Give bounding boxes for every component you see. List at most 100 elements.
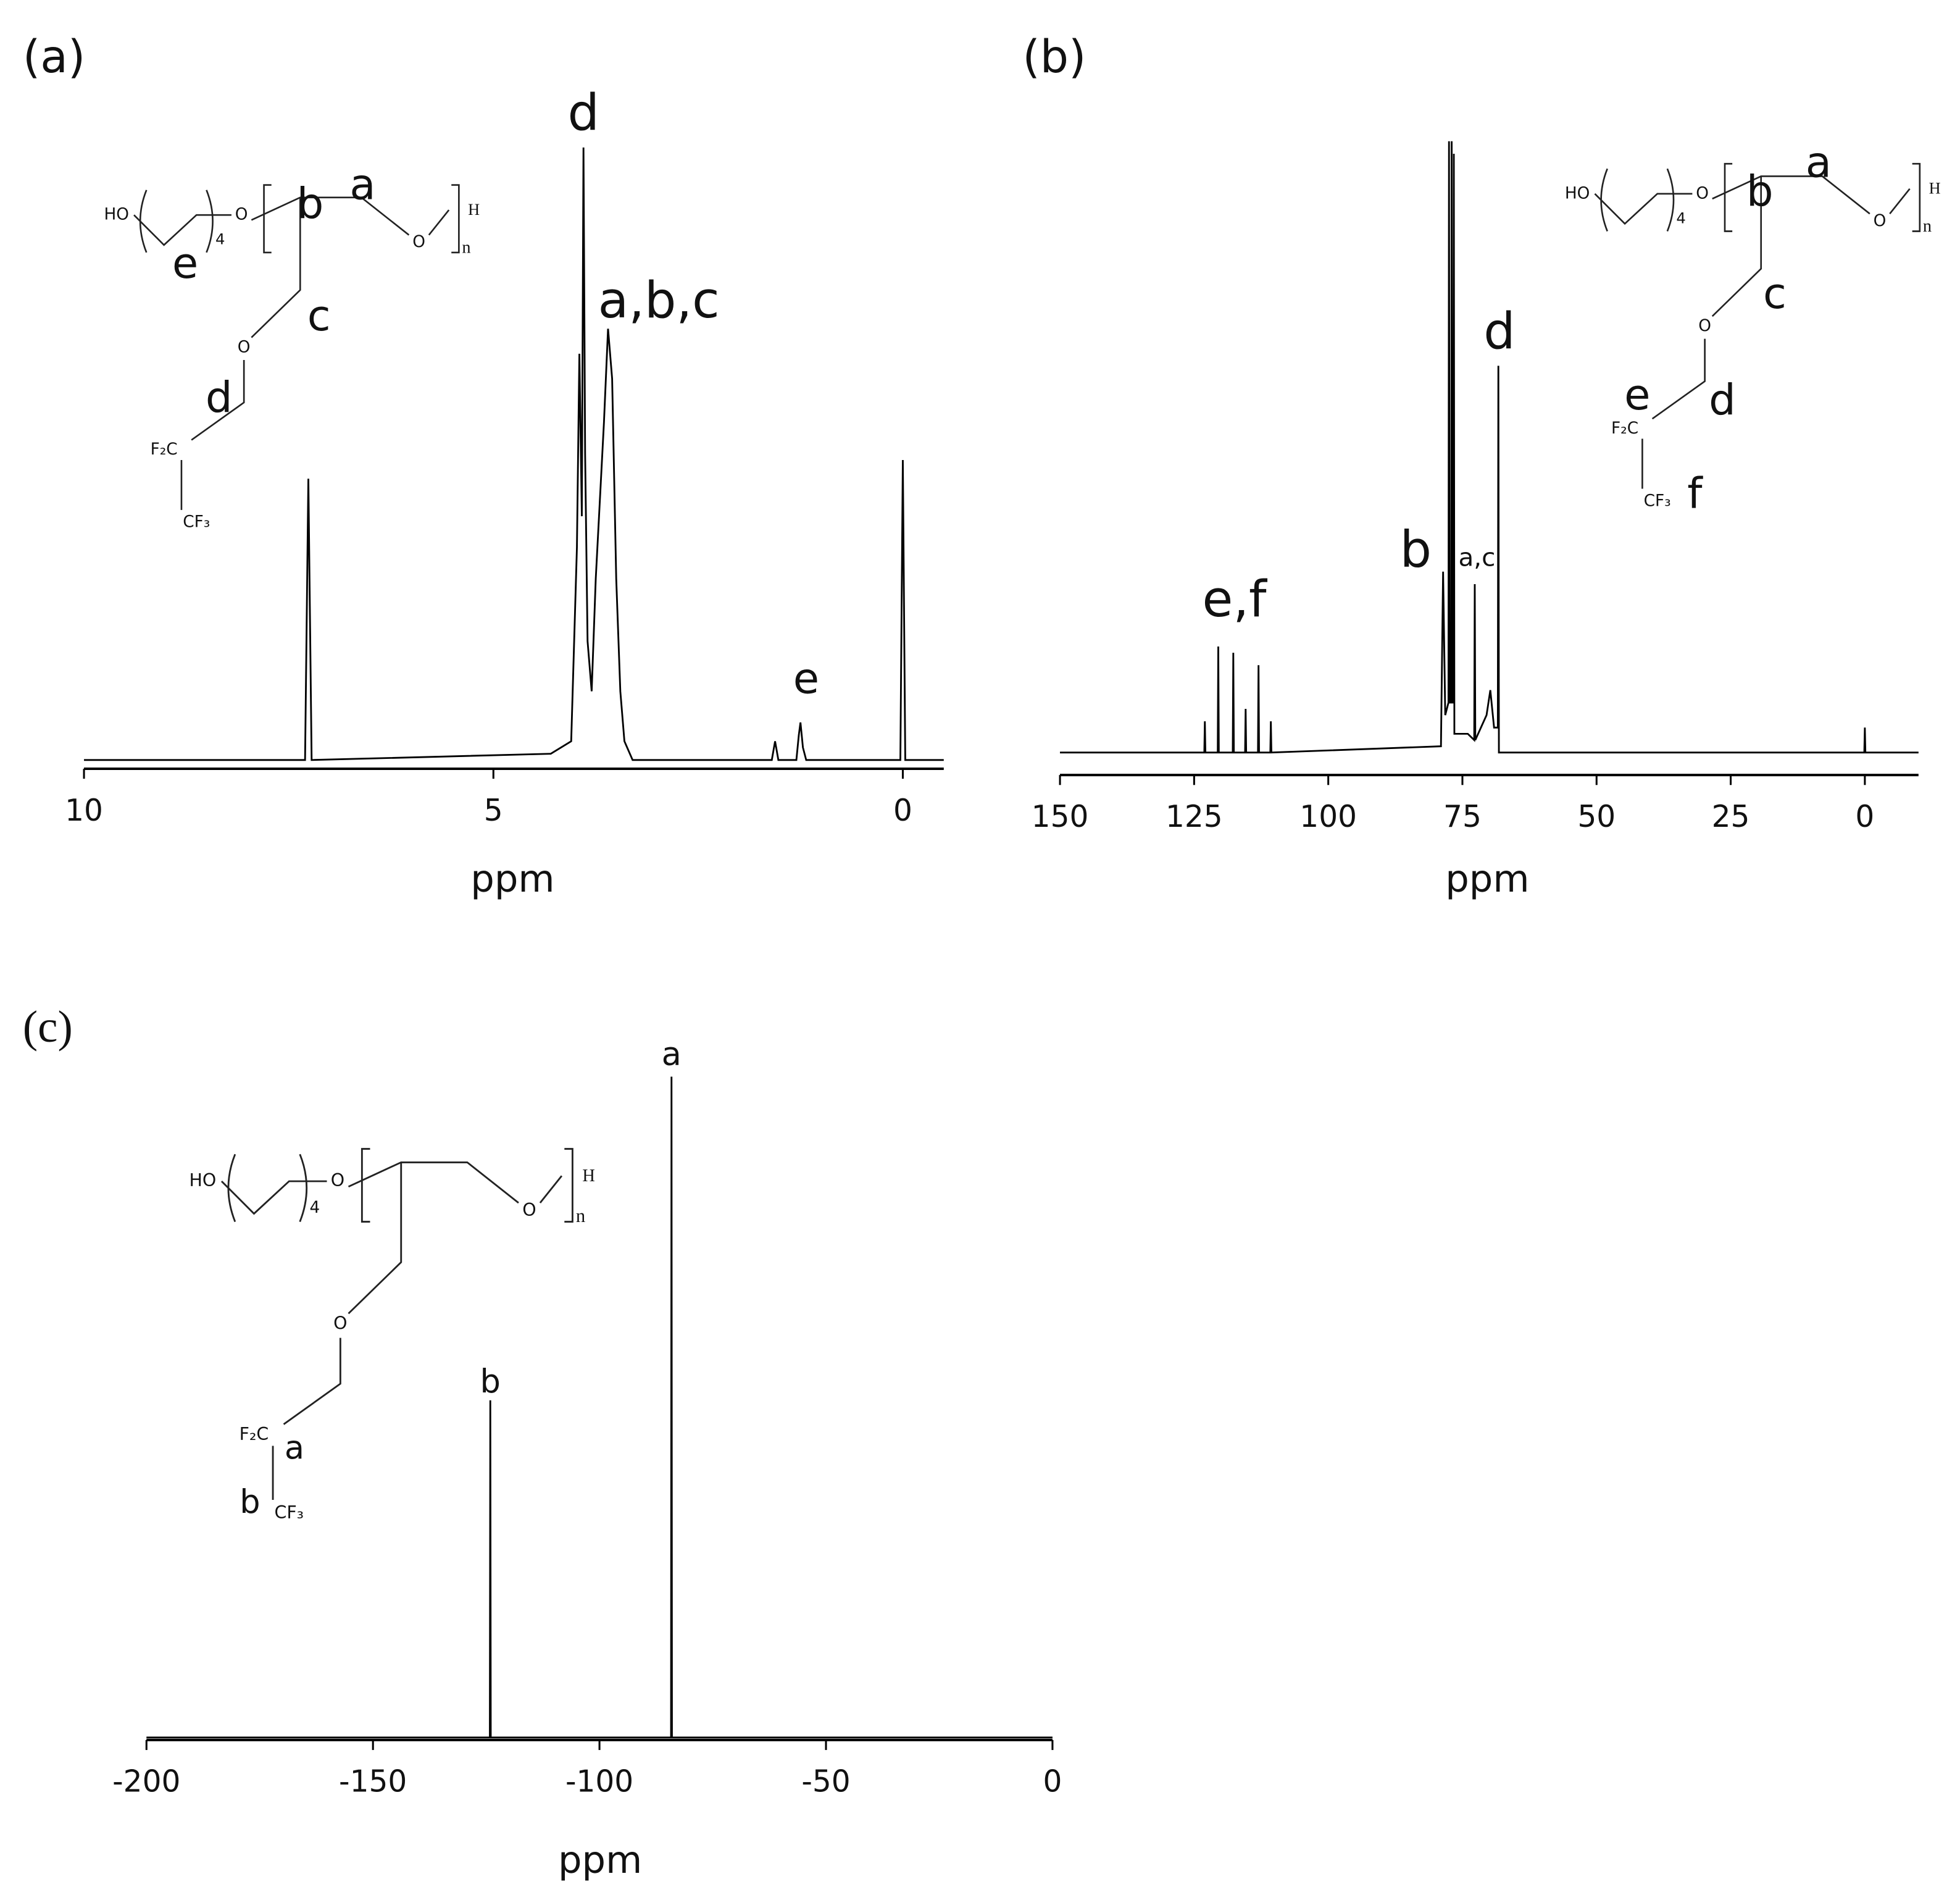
structure-letter: b <box>240 1483 260 1521</box>
atom-label: O <box>412 233 425 251</box>
atom-label: O <box>1698 317 1711 335</box>
bond <box>1600 168 1608 232</box>
peak-label: a,c <box>1458 543 1495 572</box>
bond <box>539 1175 563 1203</box>
bond <box>361 1148 370 1223</box>
bond <box>1711 176 1762 317</box>
bond <box>1889 188 1911 214</box>
atom-label: 4 <box>309 1199 320 1217</box>
bond <box>283 1337 341 1425</box>
x-tick-label: 10 <box>65 793 103 828</box>
structure-letter: c <box>307 291 331 341</box>
structure-letter: a <box>285 1429 304 1467</box>
bond <box>133 214 231 246</box>
atom-label: F₂C <box>1611 419 1638 438</box>
atom-label: O <box>238 338 251 356</box>
bond <box>564 1148 573 1223</box>
bond <box>251 197 301 338</box>
bond <box>1594 193 1693 225</box>
atom-label: H <box>582 1166 595 1186</box>
bond <box>348 1161 519 1204</box>
x-axis-label: ppm <box>558 1839 642 1882</box>
peak-label: e <box>793 654 819 703</box>
bond <box>139 190 148 253</box>
bond <box>299 1153 308 1223</box>
bond <box>428 209 450 236</box>
x-tick-label: 125 <box>1166 800 1223 834</box>
bond <box>263 184 272 254</box>
atom-label: H <box>468 201 480 219</box>
bond <box>1912 162 1921 232</box>
x-tick-label: -50 <box>801 1765 850 1799</box>
panel-label: (c) <box>23 1002 73 1052</box>
atom-label: HO <box>104 206 128 224</box>
panel-label: (a) <box>23 31 86 83</box>
atom-label: 4 <box>215 230 225 248</box>
atom-label: n <box>1923 217 1932 236</box>
atom-label: n <box>576 1205 585 1226</box>
atom-label: O <box>333 1313 347 1334</box>
atom-label: H <box>1929 180 1941 198</box>
x-tick-label: -150 <box>339 1765 407 1799</box>
atom-label: CF₃ <box>183 513 210 532</box>
peak-label: d <box>1483 303 1515 361</box>
atom-label: F₂C <box>151 440 178 459</box>
bond <box>348 1162 402 1315</box>
peak-label: a,b,c <box>598 272 720 330</box>
spectrum-line <box>146 1076 1053 1739</box>
atom-label: O <box>522 1200 536 1220</box>
x-tick-label: 0 <box>1855 800 1874 834</box>
panel-label: (b) <box>1022 31 1086 83</box>
atom-label: O <box>1696 184 1709 203</box>
peak-label: d <box>567 84 599 142</box>
spectrum-line <box>84 147 944 761</box>
atom-label: O <box>1874 212 1887 230</box>
peak-label: a <box>662 1036 682 1073</box>
atom-label: CF₃ <box>275 1502 304 1523</box>
bond <box>220 1180 327 1215</box>
atom-label: O <box>331 1170 344 1191</box>
atom-label: 4 <box>1676 209 1685 227</box>
structure-letter: d <box>1709 375 1736 425</box>
bond <box>451 184 460 254</box>
structure-letter: d <box>206 373 233 422</box>
bond <box>1724 162 1733 232</box>
x-axis-label: ppm <box>470 858 554 901</box>
x-tick-label: -100 <box>565 1765 633 1799</box>
structure-letter: e <box>172 239 198 288</box>
bond <box>1651 338 1706 420</box>
atom-label: O <box>235 206 248 224</box>
x-tick-label: 25 <box>1712 800 1750 834</box>
bond <box>191 360 245 441</box>
peak-label: b <box>480 1363 501 1400</box>
x-tick-label: 75 <box>1443 800 1482 834</box>
x-tick-label: 50 <box>1577 800 1616 834</box>
bond <box>227 1153 236 1223</box>
atom-label: CF₃ <box>1644 492 1671 510</box>
bond <box>1666 168 1675 232</box>
peak-label: e,f <box>1203 571 1269 629</box>
structure-letter: a <box>349 161 375 210</box>
bond <box>251 196 410 236</box>
x-axis-label: ppm <box>1445 858 1529 901</box>
structure-letter: c <box>1763 269 1787 319</box>
x-tick-label: 5 <box>484 793 503 828</box>
x-tick-label: 0 <box>1043 1765 1062 1799</box>
x-tick-label: 0 <box>893 793 912 828</box>
atom-label: F₂C <box>240 1424 269 1444</box>
peak-label: b <box>1400 521 1432 579</box>
structure-letter: e <box>1624 370 1650 420</box>
structure-letter: b <box>1746 167 1774 216</box>
x-tick-label: -200 <box>112 1765 180 1799</box>
spectrum-line <box>1060 141 1919 754</box>
bond <box>206 190 214 253</box>
atom-label: HO <box>1565 184 1590 203</box>
atom-label: HO <box>189 1170 216 1191</box>
structure-letter: b <box>297 179 324 228</box>
x-tick-label: 100 <box>1299 800 1357 834</box>
